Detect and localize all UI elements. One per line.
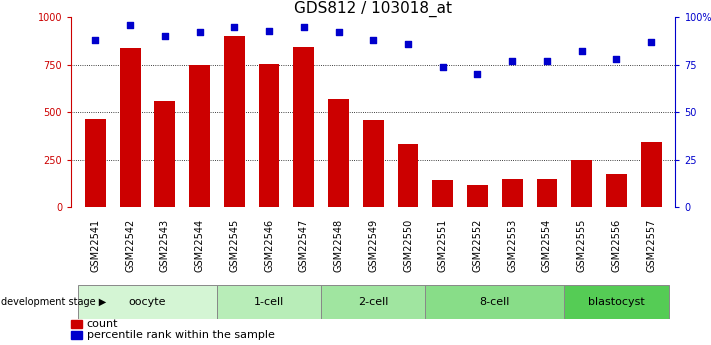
Bar xyxy=(321,285,425,319)
Text: GSM22554: GSM22554 xyxy=(542,219,552,273)
Bar xyxy=(571,159,592,207)
Bar xyxy=(467,185,488,207)
Text: GSM22551: GSM22551 xyxy=(438,219,448,273)
Point xyxy=(541,58,552,64)
Text: count: count xyxy=(87,319,118,329)
Bar xyxy=(641,142,661,207)
Point xyxy=(124,22,136,28)
Bar xyxy=(85,119,106,207)
Point xyxy=(229,24,240,30)
Bar xyxy=(189,65,210,207)
Text: GSM22548: GSM22548 xyxy=(333,219,343,272)
Text: 8-cell: 8-cell xyxy=(480,297,510,307)
Title: GDS812 / 103018_at: GDS812 / 103018_at xyxy=(294,1,452,17)
Text: GSM22553: GSM22553 xyxy=(507,219,517,273)
Text: GSM22556: GSM22556 xyxy=(611,219,621,273)
Bar xyxy=(363,120,384,207)
Point xyxy=(576,49,587,54)
Text: GSM22542: GSM22542 xyxy=(125,219,135,273)
Point xyxy=(263,28,274,33)
Point xyxy=(298,24,309,30)
Point xyxy=(90,37,101,43)
Text: GSM22543: GSM22543 xyxy=(160,219,170,272)
Text: GSM22544: GSM22544 xyxy=(195,219,205,272)
Text: GSM22549: GSM22549 xyxy=(368,219,378,272)
Text: GSM22546: GSM22546 xyxy=(264,219,274,272)
Point xyxy=(333,30,344,35)
Bar xyxy=(78,285,217,319)
Text: 2-cell: 2-cell xyxy=(358,297,388,307)
Bar xyxy=(217,285,321,319)
Bar xyxy=(294,47,314,207)
Point xyxy=(646,39,657,45)
Bar xyxy=(502,179,523,207)
Text: GSM22547: GSM22547 xyxy=(299,219,309,273)
Bar xyxy=(71,331,82,339)
Text: GSM22541: GSM22541 xyxy=(90,219,100,272)
Bar xyxy=(432,180,453,207)
Bar xyxy=(565,285,668,319)
Text: 1-cell: 1-cell xyxy=(254,297,284,307)
Point xyxy=(437,64,449,69)
Bar xyxy=(154,101,176,207)
Point xyxy=(368,37,379,43)
Bar xyxy=(71,320,82,328)
Text: percentile rank within the sample: percentile rank within the sample xyxy=(87,330,274,340)
Point xyxy=(472,71,483,77)
Text: GSM22545: GSM22545 xyxy=(230,219,240,273)
Bar xyxy=(425,285,565,319)
Point xyxy=(611,56,622,62)
Text: GSM22552: GSM22552 xyxy=(473,219,483,273)
Point xyxy=(402,41,414,47)
Text: development stage ▶: development stage ▶ xyxy=(1,297,106,307)
Bar xyxy=(606,174,627,207)
Bar xyxy=(397,144,419,207)
Point xyxy=(194,30,205,35)
Text: oocyte: oocyte xyxy=(129,297,166,307)
Bar xyxy=(259,64,279,207)
Point xyxy=(506,58,518,64)
Bar xyxy=(224,36,245,207)
Point xyxy=(159,33,171,39)
Text: GSM22550: GSM22550 xyxy=(403,219,413,273)
Bar xyxy=(537,179,557,207)
Bar xyxy=(119,48,141,207)
Text: blastocyst: blastocyst xyxy=(588,297,645,307)
Bar xyxy=(328,99,349,207)
Text: GSM22557: GSM22557 xyxy=(646,219,656,273)
Text: GSM22555: GSM22555 xyxy=(577,219,587,273)
